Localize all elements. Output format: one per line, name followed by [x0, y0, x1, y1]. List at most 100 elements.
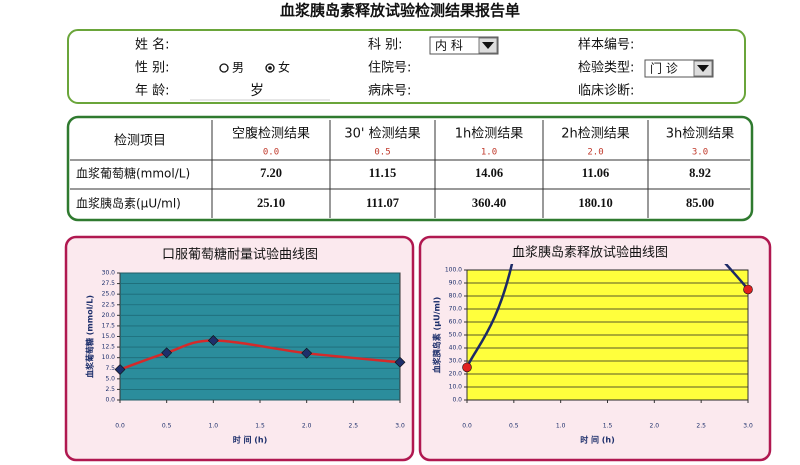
y-tick-label: 90.0	[449, 280, 463, 287]
table-cell: 血浆葡萄糖(mmol/L)	[76, 166, 190, 181]
label: 岁	[250, 83, 264, 99]
x-tick-label: 0.0	[115, 423, 125, 430]
radio	[265, 63, 275, 73]
y-tick-label: 5.0	[105, 375, 115, 382]
label: 姓 名:	[135, 37, 170, 53]
x-axis-label: 时 间 (h)	[233, 435, 268, 445]
x-tick-label: 0.0	[462, 423, 472, 430]
x-axis-label: 时 间 (h)	[580, 435, 615, 445]
chart-title: 口服葡萄糖耐量试验曲线图	[162, 247, 318, 263]
label: 年 龄:	[135, 84, 170, 99]
table-header: 2h检测结果	[561, 127, 630, 142]
radio	[219, 63, 229, 73]
y-axis-label: 血浆胰岛素 (μU/ml)	[432, 297, 442, 373]
time-label: 2.0	[587, 148, 603, 158]
marker	[161, 347, 173, 359]
y-tick-label: 40.0	[449, 345, 463, 352]
label: 门 诊	[650, 61, 678, 76]
label: 女	[278, 60, 290, 75]
report-title: 血浆胰岛素释放试验检测结果报告单	[280, 2, 520, 20]
table-cell: 8.92	[689, 166, 711, 180]
y-tick-label: 70.0	[449, 306, 463, 313]
table-header: 30' 检测结果	[344, 127, 420, 142]
table-cell: 11.06	[582, 166, 609, 180]
y-tick-label: 2.5	[105, 386, 115, 393]
y-tick-label: 15.0	[102, 333, 116, 340]
marker	[207, 335, 219, 346]
y-axis-label: 血浆葡萄糖 (mmol/L)	[85, 295, 95, 378]
marker	[743, 284, 753, 295]
x-tick-label: 0.5	[509, 423, 519, 430]
series	[114, 335, 406, 375]
time-label: 0.0	[263, 148, 279, 158]
label: 科 别:	[368, 38, 403, 53]
x-tick-label: 1.0	[556, 423, 566, 430]
table-cell: 25.10	[257, 196, 285, 210]
y-tick-label: 60.0	[449, 319, 463, 326]
x-tick-label: 0.5	[162, 423, 172, 430]
y-tick-label: 80.0	[449, 293, 463, 300]
table-header: 空腹检测结果	[232, 126, 310, 142]
series	[462, 264, 753, 373]
table-frame	[66, 115, 754, 222]
x-tick-label: 2.0	[302, 423, 312, 430]
y-tick-label: 7.5	[105, 365, 115, 372]
y-tick-label: 0.0	[452, 397, 462, 404]
x-tick-label: 2.0	[650, 423, 660, 430]
y-tick-label: 30.0	[449, 358, 463, 365]
x-tick-label: 1.5	[255, 423, 265, 430]
table-header: 检测项目	[114, 134, 166, 149]
y-tick-label: 17.5	[102, 322, 116, 329]
label: 样本编号:	[578, 38, 634, 53]
y-tick-label: 10.0	[102, 354, 116, 361]
label: 内 科	[435, 39, 463, 53]
y-tick-label: 50.0	[449, 332, 463, 339]
x-tick-label: 3.0	[743, 423, 753, 430]
label: 临床诊断:	[578, 84, 634, 99]
y-tick-label: 25.0	[102, 291, 116, 298]
x-tick-label: 1.5	[603, 423, 613, 430]
x-tick-label: 2.5	[696, 423, 706, 430]
radio-dot	[268, 66, 272, 70]
marker	[301, 347, 313, 359]
table-cell: 180.10	[578, 196, 612, 210]
select-arrow	[482, 42, 494, 49]
line	[465, 264, 749, 368]
time-label: 3.0	[692, 148, 708, 158]
x-tick-label: 2.5	[349, 423, 359, 430]
marker	[114, 364, 126, 375]
y-tick-label: 20.0	[449, 371, 463, 378]
y-tick-label: 27.5	[102, 280, 116, 287]
x-tick-label: 1.0	[209, 423, 219, 430]
time-label: 0.5	[374, 148, 390, 158]
form-frame	[67, 29, 746, 104]
y-tick-label: 30.0	[102, 270, 116, 277]
select-arrow	[697, 65, 709, 72]
y-tick-label: 12.5	[102, 344, 116, 351]
table-cell: 血浆胰岛素(μU/ml)	[76, 196, 181, 211]
y-tick-label: 100.0	[445, 267, 462, 274]
marker	[462, 362, 472, 373]
y-tick-label: 10.0	[449, 384, 463, 391]
table-cell: 111.07	[366, 196, 399, 210]
y-tick-label: 20.0	[102, 312, 116, 319]
table-cell: 360.40	[472, 196, 506, 210]
table-cell: 85.00	[686, 196, 714, 210]
label: 病床号:	[368, 84, 411, 99]
y-tick-label: 22.5	[102, 301, 116, 308]
x-tick-label: 3.0	[395, 423, 405, 430]
line	[119, 339, 401, 371]
table-cell: 7.20	[260, 166, 282, 180]
table-cell: 11.15	[369, 166, 396, 180]
marker	[394, 356, 406, 368]
label: 性 别:	[135, 61, 170, 76]
chart-title: 血浆胰岛素释放试验曲线图	[512, 245, 668, 261]
y-tick-label: 0.0	[105, 397, 115, 404]
label: 检验类型:	[578, 60, 634, 76]
table-cell: 14.06	[475, 166, 503, 180]
label: 住院号:	[368, 61, 411, 76]
label: 男	[232, 61, 244, 75]
table-header: 3h检测结果	[666, 127, 735, 142]
